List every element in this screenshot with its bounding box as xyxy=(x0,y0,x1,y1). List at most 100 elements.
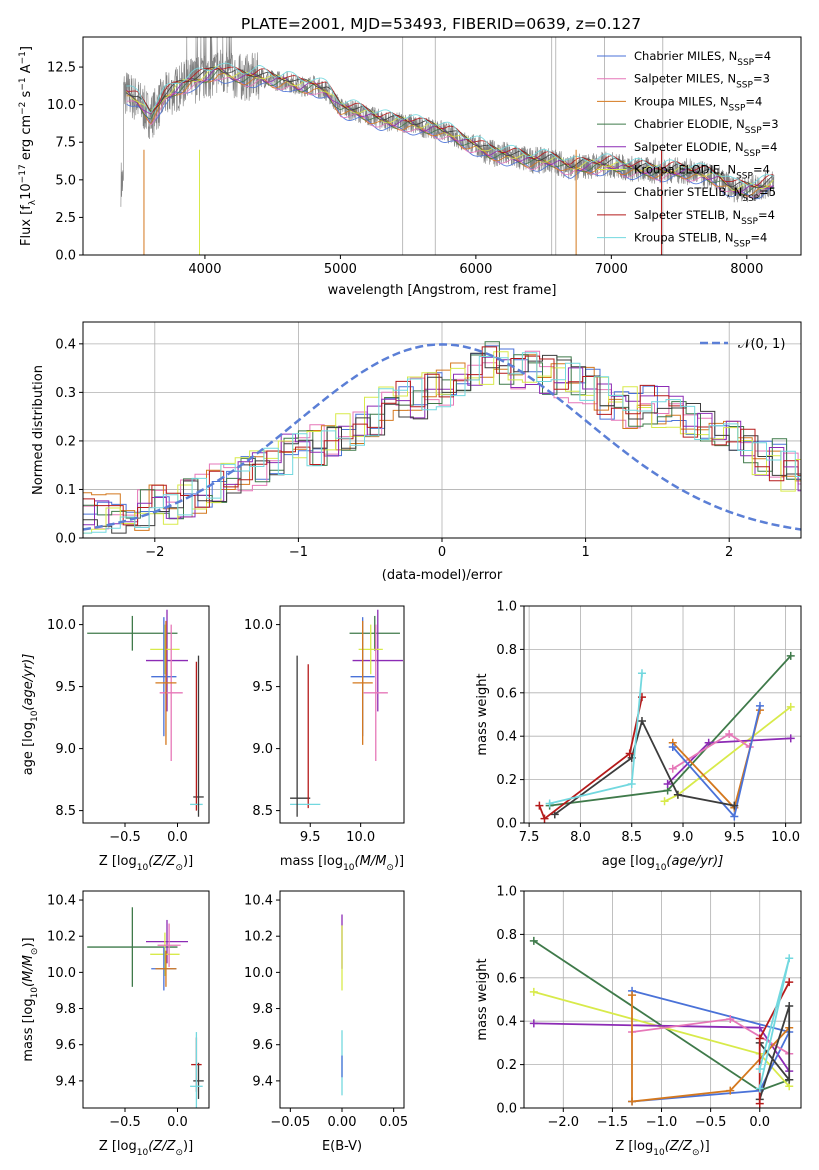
legend-label-part: =4 xyxy=(745,94,762,108)
weight-point-marker xyxy=(704,738,713,747)
legend-label-part: SSP xyxy=(729,103,746,113)
axes-frame xyxy=(523,890,802,1109)
y-axis-label-part: s xyxy=(19,90,34,101)
y-axis-label-part: −17 xyxy=(18,164,28,183)
legend-label-part: Salpeter MILES, N xyxy=(634,72,736,86)
y-tick-label: 0.8 xyxy=(496,928,517,943)
x-tick-label: 7000 xyxy=(595,262,628,277)
weight-series-line xyxy=(554,718,735,816)
weight-point-marker xyxy=(785,978,794,987)
y-tick-label: 0.0 xyxy=(55,532,76,547)
weight-point-marker xyxy=(673,790,682,799)
legend-label: Salpeter MILES, NSSP=3 xyxy=(634,72,770,91)
y-tick-label: 0.0 xyxy=(55,249,76,264)
weight-vs-age-plot: 7.5 8.0 8.5 9.0 9.5 10.0 0.0 0.2 0.4 0.6 0.8 1.0 age… xyxy=(475,600,802,873)
x-axis-label-part: (Z/Z xyxy=(665,1139,693,1154)
y-axis-label: Normed distribution xyxy=(31,365,46,495)
x-axis-label-part: )] xyxy=(700,1139,710,1154)
legend-label-part: Chabrier ELODIE, N xyxy=(634,117,745,131)
legend-label: Kroupa ELODIE, NSSP=4 xyxy=(634,163,770,182)
plot-area xyxy=(87,907,204,1108)
plot-area xyxy=(120,37,775,255)
weight-point-marker xyxy=(730,812,739,821)
legend-label-part: =4 xyxy=(750,231,767,245)
weight-point-marker xyxy=(668,764,677,773)
legend-label-part: =3 xyxy=(753,72,770,86)
x-tick-label: −2.0 xyxy=(548,1115,580,1130)
x-axis-label-part: age [log xyxy=(602,854,655,869)
y-axis-label-part: −2 xyxy=(18,102,28,115)
weight-point-marker xyxy=(730,801,739,810)
x-tick-label: −1 xyxy=(289,545,308,560)
y-tick-label: 0.8 xyxy=(496,643,517,658)
x-tick-label: 8.0 xyxy=(570,830,591,845)
y-axis-label: mass weight xyxy=(475,673,490,755)
weight-point-marker xyxy=(625,749,634,758)
spectrum-plot: 4000 5000 6000 7000 8000 0.0 2.5 5.0 7.5 10.0 12.5… xyxy=(18,36,802,298)
x-tick-label: −1.0 xyxy=(646,1115,678,1130)
axes-frame xyxy=(523,605,802,824)
y-axis-label-part: age [log xyxy=(21,722,36,775)
weight-point-marker xyxy=(660,797,669,806)
y-tick-label: 10.0 xyxy=(47,618,76,633)
y-tick-label: 0.6 xyxy=(496,971,517,986)
y-axis-label: Flux [fλ10−17 erg cm−2 s−1 A−1] xyxy=(18,46,38,246)
y-tick-label: 1.0 xyxy=(496,600,517,615)
x-axis-label-part: 10 xyxy=(653,1148,665,1158)
x-axis-label: Z [log10(Z/Z⊙)] xyxy=(615,1139,709,1158)
x-tick-label: 8000 xyxy=(730,262,763,277)
y-tick-label: 0.1 xyxy=(55,483,76,498)
legend-label: Kroupa STELIB, NSSP=4 xyxy=(634,231,767,250)
x-tick-label: 9.0 xyxy=(673,830,694,845)
y-tick-label: 2.5 xyxy=(55,211,76,226)
x-axis-label: age [log10(age/yr)] xyxy=(602,854,724,873)
y-tick-label: 0.4 xyxy=(55,337,76,352)
legend-label-part: =4 xyxy=(761,140,778,154)
legend-label-part: SSP xyxy=(737,58,754,68)
x-axis-label-part: ⊙ xyxy=(386,863,394,873)
weight-point-marker xyxy=(786,702,795,711)
residual-histogram xyxy=(83,352,801,534)
legend-label-part: SSP xyxy=(736,81,753,91)
y-tick-label: 10.0 xyxy=(47,966,76,981)
weight-point-marker xyxy=(529,936,538,945)
x-axis-label-part: 10 xyxy=(137,1148,149,1158)
legend-label-part: SSP xyxy=(741,217,758,227)
legend-label-part: =4 xyxy=(758,208,775,222)
weight-point-marker xyxy=(540,814,549,823)
y-tick-label: 10.4 xyxy=(47,894,76,909)
y-tick-label: 8.5 xyxy=(55,804,76,819)
y-axis-label-part: A xyxy=(19,64,34,77)
x-tick-label: 5000 xyxy=(324,262,357,277)
x-tick-label: 0.0 xyxy=(167,830,188,845)
axes-frame xyxy=(82,321,802,539)
x-axis-label-part: ⊙ xyxy=(175,863,183,873)
x-tick-label: 10.0 xyxy=(346,830,375,845)
weight-point-marker xyxy=(529,1019,538,1028)
y-axis-label: mass [log10(M/M⊙)] xyxy=(21,937,40,1061)
y-tick-label: 9.0 xyxy=(252,742,273,757)
x-axis-label-part: E(B-V) xyxy=(322,1139,362,1154)
y-tick-label: 10.0 xyxy=(244,966,273,981)
legend-label: Salpeter STELIB, NSSP=4 xyxy=(634,208,775,227)
weight-point-marker xyxy=(628,991,637,1000)
y-axis-label-part: (age/yr)] xyxy=(21,654,36,711)
y-axis-label-part: (M/M xyxy=(21,955,36,987)
x-axis-label-part: (M/M xyxy=(355,854,387,869)
weight-point-marker xyxy=(755,1034,764,1043)
axes-frame xyxy=(82,36,802,256)
axes-frame xyxy=(279,605,405,824)
y-axis-label-part: λ xyxy=(28,199,38,205)
y-axis-label-part: Flux [f xyxy=(19,205,34,246)
weight-point-marker xyxy=(663,779,672,788)
weight-point-marker xyxy=(628,1097,637,1106)
y-tick-label: 1.0 xyxy=(496,885,517,900)
y-axis-label-part: −1 xyxy=(18,77,28,90)
weight-point-marker xyxy=(755,1064,764,1073)
weight-point-marker xyxy=(535,801,544,810)
x-axis-label: E(B-V) xyxy=(322,1139,362,1154)
axes-frame xyxy=(82,890,210,1109)
mass-vs-metallicity-plot: −0.5 0.09.49.69.810.010.210.4Z [log10(Z/Z… xyxy=(21,890,210,1158)
